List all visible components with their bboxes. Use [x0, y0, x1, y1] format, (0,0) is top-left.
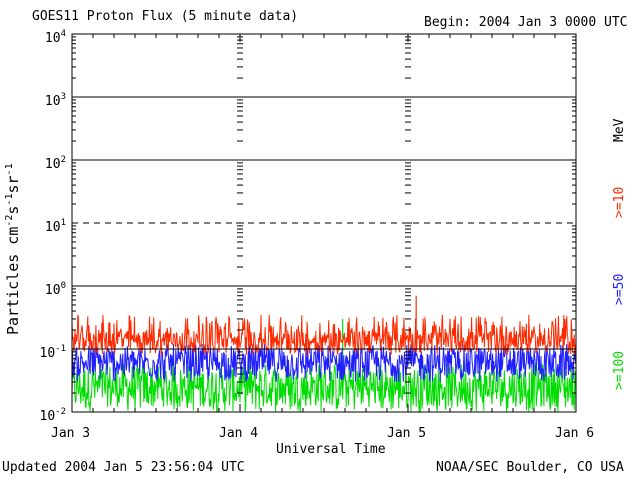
y-tick-label: 101 — [44, 218, 66, 235]
y-tick-label: 10-1 — [39, 344, 67, 361]
x-tick-label: Jan 5 — [387, 426, 427, 441]
x-tick-label: Jan 6 — [555, 426, 595, 441]
y-tick-label: 10-2 — [39, 407, 67, 424]
series-line-100mev — [71, 363, 577, 413]
x-tick-label: Jan 3 — [51, 426, 91, 441]
y-tick-label: 102 — [44, 155, 66, 172]
x-tick-label: Jan 4 — [219, 426, 259, 441]
series-line-50mev — [71, 343, 577, 382]
y-tick-label: 104 — [44, 29, 66, 46]
credit-label: NOAA/SEC Boulder, CO USA — [436, 460, 624, 475]
y-tick-label: 100 — [44, 281, 66, 298]
y-tick-label: 103 — [44, 92, 66, 109]
begin-time-label: Begin: 2004 Jan 3 0000 UTC — [424, 15, 628, 30]
plot-frame — [71, 33, 577, 413]
chart-title: GOES11 Proton Flux (5 minute data) — [32, 9, 299, 24]
x-axis-label: Universal Time — [276, 442, 386, 457]
updated-timestamp: Updated 2004 Jan 5 23:56:04 UTC — [2, 460, 245, 475]
